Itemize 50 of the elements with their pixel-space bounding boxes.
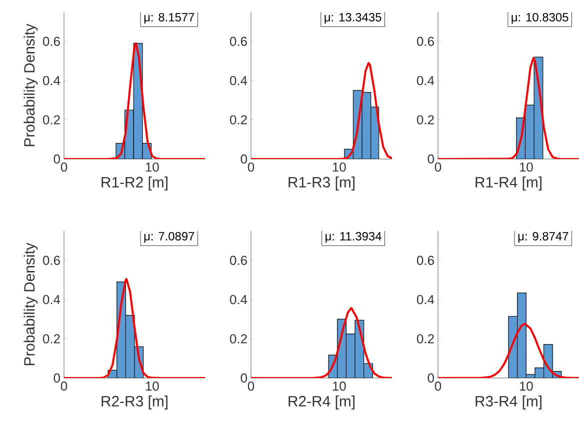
- y-tick-label: 0: [428, 154, 434, 164]
- x-tick-label: 0: [248, 162, 254, 172]
- x-axis-title: R3-R4 [m]: [476, 396, 542, 410]
- y-tick-label: 0.2: [230, 115, 247, 124]
- x-axis-title: R1-R4 [m]: [476, 176, 542, 190]
- x-axis-title: R2-R4 [m]: [288, 396, 354, 410]
- y-tick-label: 0: [428, 373, 434, 383]
- y-tick-label: 0.4: [230, 295, 248, 304]
- y-tick-label: 0: [54, 373, 60, 383]
- x-tick-label: 10: [520, 382, 533, 391]
- y-tick-label: 0.6: [42, 36, 60, 46]
- y-tick-label: 0.4: [42, 295, 60, 304]
- x-tick-label: 0: [248, 382, 254, 391]
- annotation: μ: 11.3934: [326, 232, 382, 243]
- y-tick-label: 0.6: [416, 256, 434, 265]
- y-axis-title: Probability Density: [24, 24, 38, 146]
- y-tick-label: 0.4: [230, 76, 248, 86]
- y-tick-label: 0.2: [416, 334, 434, 344]
- y-tick-label: 0.2: [42, 115, 60, 124]
- y-tick-label: 0: [240, 373, 247, 383]
- y-tick-label: 0.4: [416, 295, 434, 304]
- y-tick-label: 0: [54, 154, 60, 164]
- annotation: μ: 10.8305: [512, 12, 568, 24]
- x-axis-title: R1-R3 [m]: [288, 176, 354, 190]
- y-tick-label: 0.6: [230, 36, 247, 46]
- x-axis-title: R2-R3 [m]: [102, 396, 168, 410]
- x-tick-label: 10: [146, 162, 159, 172]
- x-tick-label: 10: [520, 162, 533, 172]
- x-tick-label: 10: [332, 162, 346, 172]
- x-tick-label: 0: [434, 162, 442, 172]
- x-tick-label: 0: [60, 162, 68, 172]
- annotation: μ: 13.3435: [324, 12, 382, 24]
- x-tick-label: 10: [332, 382, 346, 391]
- y-tick-label: 0.4: [42, 76, 60, 86]
- y-axis-title: Probability Density: [24, 242, 38, 366]
- y-tick-label: 0.2: [42, 334, 60, 344]
- x-tick-label: 0: [434, 382, 442, 391]
- y-tick-label: 0.2: [416, 115, 434, 124]
- y-tick-label: 0.2: [230, 334, 247, 344]
- y-tick-label: 0: [240, 154, 247, 164]
- x-axis-title: R1-R2 [m]: [102, 176, 168, 190]
- y-tick-label: 0.4: [416, 76, 434, 86]
- y-tick-label: 0.6: [42, 256, 60, 265]
- annotation: μ: 8.1577: [144, 12, 194, 24]
- x-tick-label: 10: [146, 382, 159, 391]
- annotation: μ: 7.0897: [144, 232, 194, 243]
- annotation: μ: 9.8747: [518, 232, 568, 243]
- y-tick-label: 0.6: [416, 36, 434, 46]
- x-tick-label: 0: [60, 382, 68, 391]
- y-tick-label: 0.6: [230, 256, 247, 265]
